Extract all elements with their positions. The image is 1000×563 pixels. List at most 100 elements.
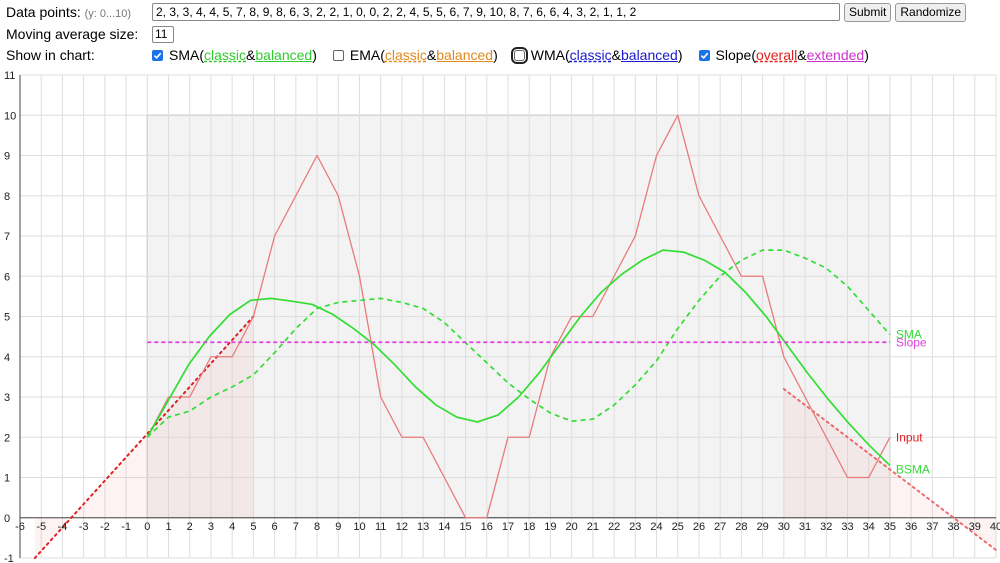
option-sma-classic-link[interactable]: classic (204, 47, 247, 63)
x-tick-label: 13 (417, 521, 429, 533)
x-tick-label: 39 (969, 521, 981, 533)
y-tick-label: 4 (4, 352, 10, 364)
series-label-input: Input (896, 430, 923, 444)
option-sma-balanced-link[interactable]: balanced (255, 47, 313, 63)
option-wma-balanced-link[interactable]: balanced (621, 47, 678, 63)
y-tick-label: 9 (4, 151, 10, 163)
x-tick-label: 40 (990, 521, 1000, 533)
extended-slope-line (782, 387, 997, 551)
x-tick-label: 17 (502, 521, 514, 533)
option-sma-label: SMA (169, 47, 200, 63)
x-tick-label: 21 (587, 521, 599, 533)
x-tick-label: 33 (841, 521, 853, 533)
option-slope-close: ) (864, 47, 869, 63)
x-tick-label: 1 (165, 521, 171, 533)
checkbox-slope[interactable] (698, 49, 710, 61)
x-tick-label: 38 (947, 521, 959, 533)
y-tick-label: 11 (4, 70, 15, 82)
x-tick-label: -2 (100, 521, 110, 533)
option-ema-balanced-link[interactable]: balanced (436, 47, 494, 63)
x-tick-label: 26 (693, 521, 705, 533)
series-label-sma: SMA (896, 328, 922, 342)
x-tick-label: 30 (778, 521, 790, 533)
x-tick-label: 36 (905, 521, 917, 533)
data-points-input[interactable] (152, 3, 840, 21)
submit-button[interactable]: Submit (844, 2, 892, 22)
checkbox-wma[interactable] (510, 46, 528, 64)
x-tick-label: 2 (187, 521, 193, 533)
show-in-chart-label: Show in chart: (6, 47, 95, 63)
x-tick-label: 22 (608, 521, 620, 533)
check-icon (700, 52, 708, 59)
x-tick-label: 29 (756, 521, 768, 533)
option-sma-close: ) (312, 47, 317, 63)
series-sma-line (146, 249, 891, 438)
x-tick-label: 3 (208, 521, 214, 533)
option-ema-amp: & (426, 47, 437, 63)
x-tick-label: 15 (459, 521, 471, 533)
y-tick-label: 10 (4, 110, 16, 122)
x-tick-label: 8 (314, 521, 320, 533)
x-tick-label: 0 (144, 521, 150, 533)
moving-average-input[interactable] (152, 25, 174, 43)
x-tick-label: 18 (523, 521, 535, 533)
chart-options: SMA (classic & balanced) EMA (classic & b… (152, 46, 885, 64)
x-tick-label: 19 (544, 521, 556, 533)
checkbox-sma[interactable] (152, 49, 163, 61)
x-tick-label: 9 (335, 521, 341, 533)
y-tick-label: 1 (4, 473, 10, 485)
x-tick-label: 16 (481, 521, 493, 533)
option-ema-label: EMA (349, 47, 381, 63)
series-bsma-line (146, 249, 891, 467)
x-tick-label: 28 (735, 521, 747, 533)
y-tick-label: 0 (4, 513, 10, 525)
option-ema-classic-link[interactable]: classic (384, 47, 427, 63)
option-sma-amp: & (246, 47, 256, 63)
x-tick-label: 24 (650, 521, 662, 533)
option-ema-close: ) (493, 47, 498, 63)
option-sma[interactable]: SMA (classic & balanced) (152, 47, 317, 63)
x-tick-label: 14 (438, 521, 450, 533)
check-icon (153, 52, 162, 59)
x-tick-label: 27 (714, 521, 726, 533)
x-tick-label: 23 (629, 521, 641, 533)
x-tick-label: -4 (58, 521, 68, 533)
y-tick-label: 2 (4, 432, 10, 444)
y-tick-label: -1 (4, 553, 14, 563)
option-wma-open: ( (564, 47, 570, 63)
option-slope[interactable]: Slope (overall & extended) (698, 47, 869, 63)
moving-average-label: Moving average size: (6, 26, 139, 42)
option-wma[interactable]: WMA (classic & balanced) (510, 46, 683, 64)
x-tick-label: 12 (396, 521, 408, 533)
x-tick-label: -3 (79, 521, 89, 533)
y-tick-label: 6 (4, 271, 10, 283)
option-slope-extended-link[interactable]: extended (806, 47, 865, 63)
data-points-hint: (y: 0...10) (84, 8, 132, 20)
x-tick-label: 37 (926, 521, 938, 533)
option-wma-close: ) (677, 47, 683, 63)
chart: -6 -5 -4 -3 -2 -1 0 1 2 3 4 5 6 7 8 9 10 11 12 13 14 15 16 17 18… (4, 70, 1000, 563)
option-wma-classic-link[interactable]: classic (569, 47, 612, 63)
extended-slope-fill (34, 316, 254, 558)
x-tick-label: 31 (799, 521, 811, 533)
x-tick-label: 6 (272, 521, 278, 533)
series-label-bsma: BSMA (896, 462, 930, 476)
x-tick-label: 7 (293, 521, 299, 533)
randomize-button[interactable]: Randomize (895, 2, 967, 22)
series-label-slope: Slope (896, 335, 927, 349)
option-slope-open: ( (751, 47, 756, 63)
checkbox-ema[interactable] (332, 49, 344, 61)
x-tick-label: 35 (884, 521, 896, 533)
x-tick-label: -6 (15, 521, 25, 533)
x-tick-label: 10 (353, 521, 365, 533)
x-tick-label: -1 (121, 521, 131, 533)
x-tick-label: -5 (36, 521, 46, 533)
option-slope-overall-link[interactable]: overall (755, 47, 798, 63)
data-points-label: Data points: (y: 0...10) (6, 4, 132, 20)
x-tick-label: 5 (250, 521, 256, 533)
x-tick-label: 32 (820, 521, 832, 533)
option-ema-open: ( (380, 47, 385, 63)
option-ema[interactable]: EMA (classic & balanced) (332, 47, 498, 63)
x-tick-label: 25 (672, 521, 684, 533)
y-tick-label: 8 (4, 191, 10, 203)
